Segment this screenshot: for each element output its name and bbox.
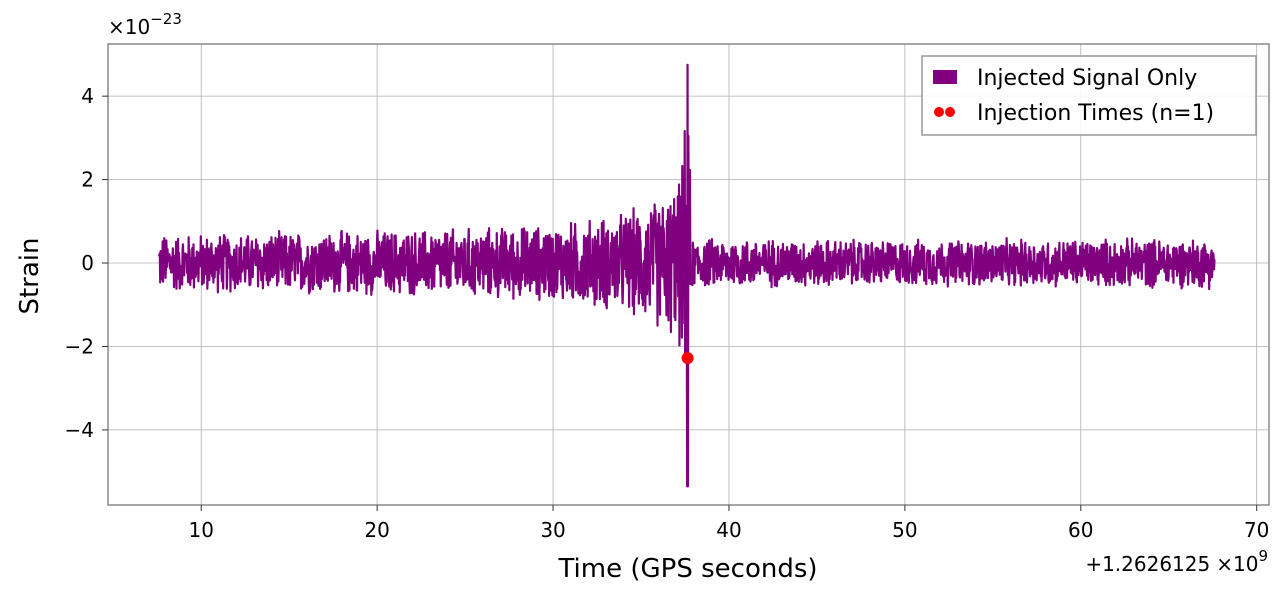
y-tick-label: −2 (65, 334, 94, 358)
injection-time-point (681, 352, 694, 365)
y-tick-label: 0 (81, 251, 94, 275)
legend-box (921, 55, 1257, 136)
x-ticks: 10 20 30 40 50 60 70 (189, 505, 1269, 542)
x-tick-label: 50 (892, 518, 917, 542)
x-offset-label: +1.2626125 ×109 (1085, 547, 1268, 576)
legend-marker-injection-times-b (945, 107, 955, 117)
y-tick-label: 2 (81, 168, 94, 192)
plot-frame (107, 43, 1270, 506)
legend: Injected Signal Only Injection Times (n=… (921, 55, 1257, 136)
x-tick-label: 70 (1244, 518, 1269, 542)
y-ticks: −4 −2 0 2 4 (65, 84, 108, 442)
x-axis-title: Time (GPS seconds) (557, 554, 817, 584)
x-tick-label: 30 (540, 518, 565, 542)
x-tick-label: 10 (189, 518, 214, 542)
series-injected-signal-line (157, 63, 1216, 488)
y-tick-label: −4 (65, 418, 94, 442)
legend-swatch-injected-signal (933, 70, 957, 84)
x-tick-label: 60 (1068, 518, 1093, 542)
legend-label-injection-times: Injection Times (n=1) (977, 101, 1214, 126)
legend-label-injected-signal: Injected Signal Only (977, 66, 1197, 91)
x-tick-label: 20 (364, 518, 389, 542)
y-scale-label: ×10−23 (108, 10, 182, 39)
series-layer (157, 63, 1216, 488)
x-tick-label: 40 (716, 518, 741, 542)
y-tick-label: 4 (81, 84, 94, 108)
y-axis-title: Strain (15, 237, 45, 314)
legend-marker-injection-times-a (934, 107, 944, 117)
